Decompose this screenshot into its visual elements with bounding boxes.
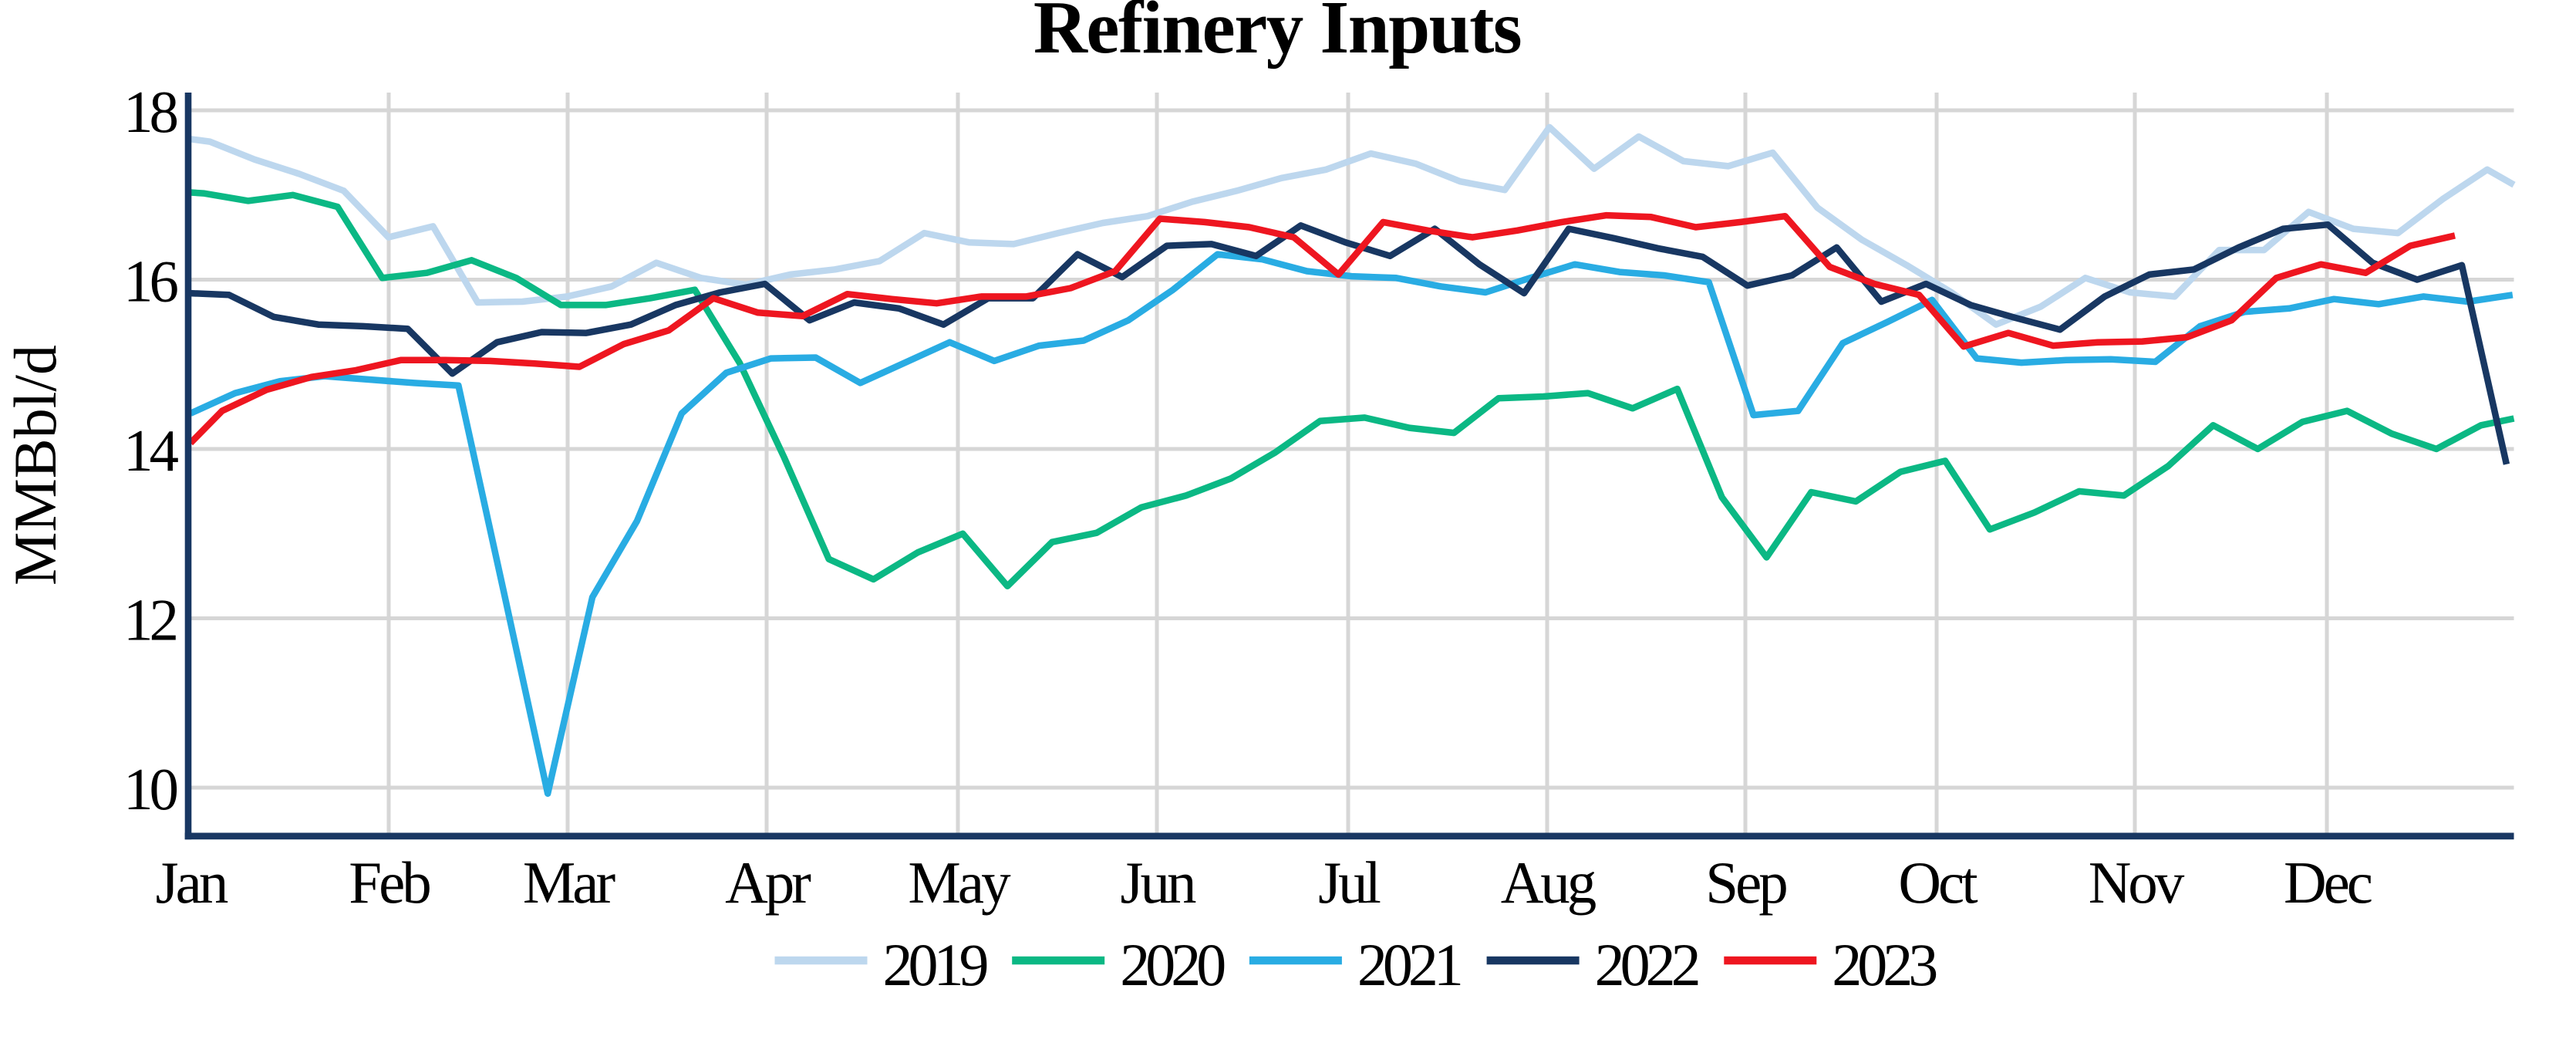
svg-text:2023: 2023: [1832, 931, 1936, 998]
svg-text:10: 10: [123, 756, 177, 822]
svg-text:12: 12: [123, 587, 177, 653]
svg-text:Feb: Feb: [349, 849, 430, 916]
svg-text:Aug: Aug: [1501, 849, 1597, 916]
svg-text:14: 14: [123, 417, 179, 484]
svg-text:Mar: Mar: [523, 849, 615, 916]
svg-text:2019: 2019: [883, 931, 987, 998]
svg-text:Jun: Jun: [1121, 849, 1196, 916]
svg-text:Nov: Nov: [2089, 849, 2185, 916]
svg-text:Refinery Inputs: Refinery Inputs: [1033, 0, 1521, 69]
svg-text:MMBbl/d: MMBbl/d: [2, 345, 69, 586]
svg-text:16: 16: [123, 248, 178, 315]
svg-text:Jul: Jul: [1318, 849, 1380, 916]
svg-text:Apr: Apr: [725, 849, 811, 916]
svg-text:2022: 2022: [1595, 931, 1698, 998]
svg-text:May: May: [908, 849, 1011, 916]
svg-text:Sep: Sep: [1705, 849, 1786, 916]
svg-text:2020: 2020: [1120, 931, 1225, 998]
svg-text:Jan: Jan: [156, 849, 228, 916]
svg-text:Dec: Dec: [2284, 849, 2372, 916]
svg-text:Oct: Oct: [1898, 849, 1978, 916]
svg-text:18: 18: [123, 79, 177, 145]
svg-text:2021: 2021: [1357, 931, 1461, 998]
